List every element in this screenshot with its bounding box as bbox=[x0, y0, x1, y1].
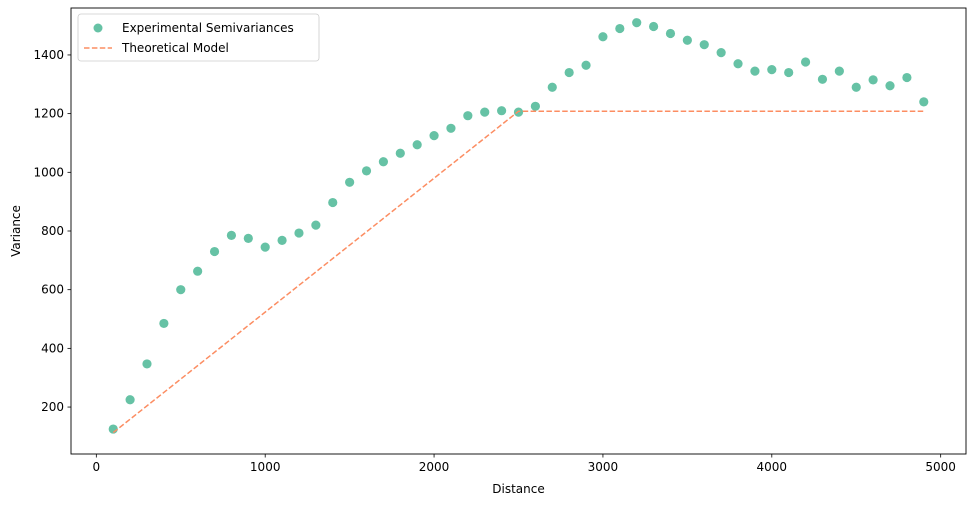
data-point bbox=[530, 101, 540, 111]
x-tick-label: 1000 bbox=[250, 460, 281, 474]
data-point bbox=[885, 81, 895, 91]
data-point bbox=[243, 233, 253, 243]
data-point bbox=[648, 21, 659, 32]
data-point bbox=[361, 166, 372, 176]
x-tick-label: 0 bbox=[93, 460, 101, 474]
legend-label-experimental: Experimental Semivariances bbox=[122, 21, 294, 35]
y-tick-label: 200 bbox=[41, 400, 64, 414]
y-tick-label: 1400 bbox=[33, 48, 64, 62]
data-point bbox=[564, 67, 574, 78]
data-point bbox=[395, 148, 405, 158]
legend-box bbox=[77, 13, 320, 62]
data-point bbox=[902, 72, 912, 83]
data-point bbox=[868, 75, 878, 85]
data-point bbox=[733, 59, 743, 69]
legend-marker-experimental bbox=[93, 23, 103, 33]
data-point bbox=[497, 106, 507, 116]
x-tick-label: 3000 bbox=[588, 460, 619, 474]
data-point bbox=[463, 111, 473, 121]
data-point bbox=[615, 23, 625, 34]
legend-label-theoretical: Theoretical Model bbox=[121, 41, 229, 55]
data-point bbox=[598, 32, 608, 42]
y-axis: 200 400 600 800 1000 1200 1400 bbox=[33, 48, 71, 414]
data-point bbox=[682, 35, 692, 45]
x-axis-label: Distance bbox=[492, 482, 544, 496]
data-point bbox=[716, 48, 726, 58]
y-tick-label: 1200 bbox=[33, 107, 64, 121]
data-point bbox=[547, 82, 557, 92]
data-point bbox=[767, 65, 777, 75]
data-point bbox=[193, 266, 203, 276]
data-point bbox=[699, 40, 709, 50]
data-point bbox=[429, 131, 439, 141]
y-tick-label: 400 bbox=[41, 341, 64, 355]
data-point bbox=[328, 197, 338, 208]
data-point bbox=[919, 97, 929, 107]
data-point bbox=[294, 228, 304, 238]
data-point bbox=[851, 82, 861, 92]
y-tick-label: 1000 bbox=[33, 165, 64, 179]
data-point bbox=[665, 28, 676, 39]
data-point bbox=[176, 285, 186, 295]
legend: Experimental Semivariances Theoretical M… bbox=[77, 13, 320, 62]
theoretical-model-line bbox=[112, 110, 924, 434]
data-point bbox=[480, 107, 490, 117]
data-point bbox=[142, 359, 152, 369]
data-point bbox=[226, 230, 237, 240]
data-point bbox=[800, 57, 811, 67]
data-point bbox=[834, 66, 844, 76]
data-point bbox=[159, 318, 169, 329]
data-point bbox=[446, 123, 456, 133]
data-point bbox=[378, 157, 389, 167]
data-point bbox=[784, 67, 794, 78]
data-point bbox=[750, 66, 760, 76]
data-point bbox=[125, 395, 135, 405]
x-axis: 0 1000 2000 3000 4000 5000 bbox=[93, 454, 956, 474]
data-point bbox=[817, 74, 828, 84]
data-point bbox=[581, 60, 591, 70]
data-point bbox=[277, 235, 287, 245]
data-point bbox=[209, 246, 220, 257]
x-tick-label: 2000 bbox=[419, 460, 450, 474]
data-point bbox=[632, 18, 642, 28]
x-tick-label: 4000 bbox=[757, 460, 788, 474]
y-tick-label: 800 bbox=[41, 224, 64, 238]
data-point bbox=[311, 220, 321, 230]
data-point bbox=[345, 177, 355, 187]
plot-marks bbox=[108, 18, 929, 434]
y-tick-label: 600 bbox=[41, 283, 64, 297]
data-point bbox=[260, 242, 270, 252]
data-point bbox=[412, 140, 422, 150]
x-tick-label: 5000 bbox=[925, 460, 956, 474]
y-axis-label: Variance bbox=[9, 205, 23, 257]
